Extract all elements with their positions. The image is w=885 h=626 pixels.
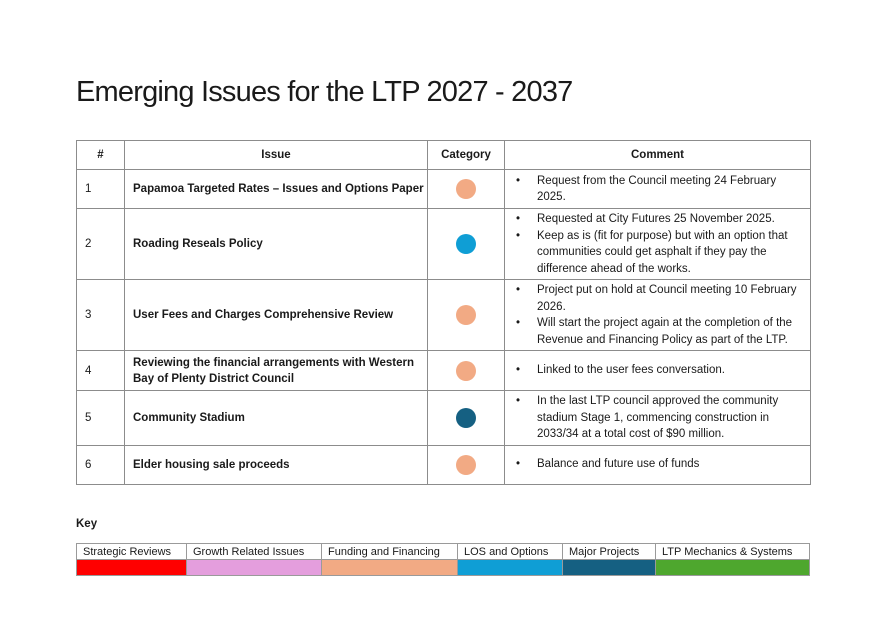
header-category: Category <box>427 140 505 170</box>
table-header: # Issue Category Comment <box>76 140 811 170</box>
category-cell <box>427 350 505 391</box>
category-cell <box>427 444 505 485</box>
row-number: 6 <box>76 444 125 485</box>
key-color-swatch <box>562 559 656 576</box>
comment-bullet: Linked to the user fees conversation. <box>513 362 802 379</box>
category-dot-icon <box>456 234 476 254</box>
comment-cell: In the last LTP council approved the com… <box>504 390 811 446</box>
comment-bullet: Will start the project again at the comp… <box>513 315 802 348</box>
issue-title: User Fees and Charges Comprehensive Revi… <box>124 279 428 351</box>
key-color-swatch <box>321 559 458 576</box>
category-cell <box>427 279 505 351</box>
key-item-label: LTP Mechanics & Systems <box>655 543 810 560</box>
table-row: 3 User Fees and Charges Comprehensive Re… <box>76 279 811 351</box>
table-row: 4 Reviewing the financial arrangements w… <box>76 350 811 391</box>
key-item-label: Major Projects <box>562 543 656 560</box>
issue-title: Reviewing the financial arrangements wit… <box>124 350 428 391</box>
key-item-label: Strategic Reviews <box>76 543 187 560</box>
table-row: 1 Papamoa Targeted Rates – Issues and Op… <box>76 169 811 209</box>
comment-bullet: Project put on hold at Council meeting 1… <box>513 282 802 315</box>
category-cell <box>427 390 505 446</box>
comment-cell: Request from the Council meeting 24 Febr… <box>504 169 811 209</box>
category-cell <box>427 208 505 280</box>
key-item-label: LOS and Options <box>457 543 563 560</box>
key-color-swatch <box>655 559 810 576</box>
table-row: 6 Elder housing sale proceeds Balance an… <box>76 444 811 485</box>
page-title: Emerging Issues for the LTP 2027 - 2037 <box>76 76 573 108</box>
comment-cell: Requested at City Futures 25 November 20… <box>504 208 811 280</box>
row-number: 2 <box>76 208 125 280</box>
comment-cell: Linked to the user fees conversation. <box>504 350 811 391</box>
comment-bullet: In the last LTP council approved the com… <box>513 393 802 443</box>
comment-cell: Project put on hold at Council meeting 1… <box>504 279 811 351</box>
key-item-label: Funding and Financing <box>321 543 458 560</box>
category-cell <box>427 169 505 209</box>
category-dot-icon <box>456 305 476 325</box>
row-number: 3 <box>76 279 125 351</box>
comment-cell: Balance and future use of funds <box>504 444 811 485</box>
key-label: Key <box>76 518 98 530</box>
header-issue: Issue <box>124 140 428 170</box>
issue-title: Roading Reseals Policy <box>124 208 428 280</box>
comment-bullet: Request from the Council meeting 24 Febr… <box>513 173 802 206</box>
table-row: 5 Community Stadium In the last LTP coun… <box>76 390 811 446</box>
table-row: 2 Roading Reseals Policy Requested at Ci… <box>76 208 811 280</box>
comment-bullet: Balance and future use of funds <box>513 456 802 473</box>
issue-title: Papamoa Targeted Rates – Issues and Opti… <box>124 169 428 209</box>
key-labels-row: Strategic Reviews Growth Related Issues Fu… <box>76 543 810 560</box>
key-swatches-row <box>76 559 810 576</box>
row-number: 4 <box>76 350 125 391</box>
key-color-swatch <box>457 559 563 576</box>
comment-bullet: Requested at City Futures 25 November 20… <box>513 211 802 228</box>
row-number: 5 <box>76 390 125 446</box>
key-color-swatch <box>186 559 322 576</box>
key-item-label: Growth Related Issues <box>186 543 322 560</box>
comment-bullet: Keep as is (fit for purpose) but with an… <box>513 228 802 278</box>
category-dot-icon <box>456 360 476 381</box>
key-table: Strategic Reviews Growth Related Issues Fu… <box>76 543 810 576</box>
key-color-swatch <box>76 559 187 576</box>
category-dot-icon <box>456 407 476 428</box>
row-number: 1 <box>76 169 125 209</box>
issue-title: Elder housing sale proceeds <box>124 444 428 485</box>
header-comment: Comment <box>504 140 811 170</box>
issues-table: # Issue Category Comment 1 Papamoa Targe… <box>76 140 811 485</box>
category-dot-icon <box>456 454 476 475</box>
category-dot-icon <box>456 179 476 199</box>
issue-title: Community Stadium <box>124 390 428 446</box>
header-num: # <box>76 140 125 170</box>
